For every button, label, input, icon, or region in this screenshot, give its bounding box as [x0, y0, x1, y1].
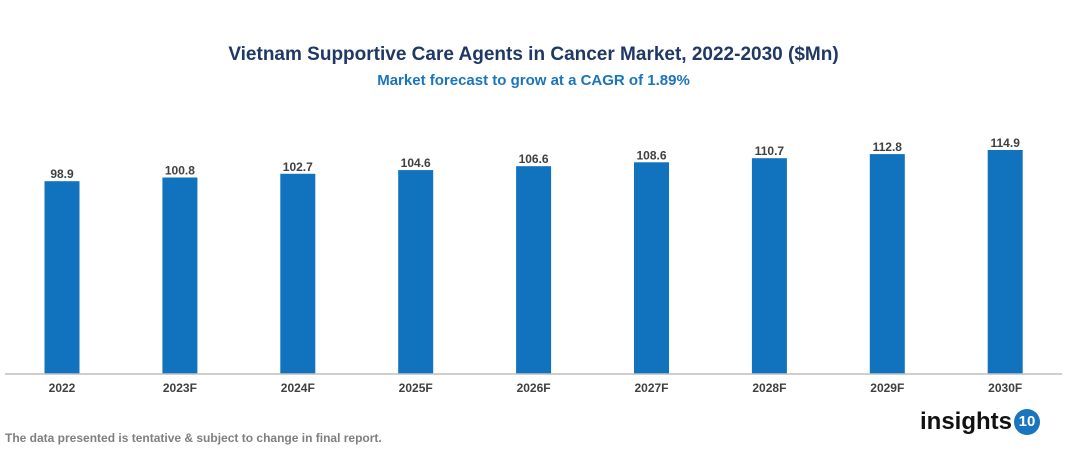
- x-tick-label: 2026F: [517, 381, 551, 395]
- bar: [751, 158, 787, 374]
- logo-badge: 10: [1014, 409, 1041, 435]
- x-tick-label: 2024F: [281, 381, 315, 395]
- bar: [516, 166, 552, 374]
- data-label: 110.7: [755, 144, 785, 158]
- bar: [634, 162, 669, 374]
- data-label: 98.9: [50, 167, 74, 181]
- data-label: 108.6: [636, 148, 666, 162]
- bar: [398, 170, 434, 374]
- x-tick-label: 2030F: [988, 381, 1022, 395]
- bar: [44, 181, 80, 374]
- data-label: 112.8: [873, 140, 903, 154]
- data-label: 106.6: [519, 152, 549, 166]
- bar: [280, 173, 316, 374]
- data-label: 114.9: [991, 136, 1021, 150]
- insights10-logo: insights 10: [920, 408, 1041, 436]
- bar: [869, 154, 905, 374]
- bar-chart: 98.9 2022 100.8 2023F 102.7 2024F 104.6 2025F 10…: [5, 136, 1062, 395]
- logo-text: insights: [920, 408, 1013, 435]
- x-tick-label: 2029F: [870, 381, 904, 395]
- x-tick-label: 2027F: [634, 381, 668, 395]
- x-tick-label: 2022: [49, 381, 76, 395]
- bar: [987, 150, 1023, 374]
- data-label: 100.8: [165, 163, 195, 177]
- chart-subtitle: Market forecast to grow at a CAGR of 1.8…: [377, 72, 690, 89]
- x-tick-label: 2025F: [399, 381, 433, 395]
- x-tick-label: 2028F: [752, 381, 786, 395]
- bar: [162, 177, 198, 374]
- footnote: The data presented is tentative & subjec…: [5, 431, 382, 445]
- chart-title: Vietnam Supportive Care Agents in Cancer…: [228, 44, 839, 65]
- x-tick-label: 2023F: [163, 381, 197, 395]
- data-label: 102.7: [283, 160, 313, 174]
- data-label: 104.6: [401, 156, 431, 170]
